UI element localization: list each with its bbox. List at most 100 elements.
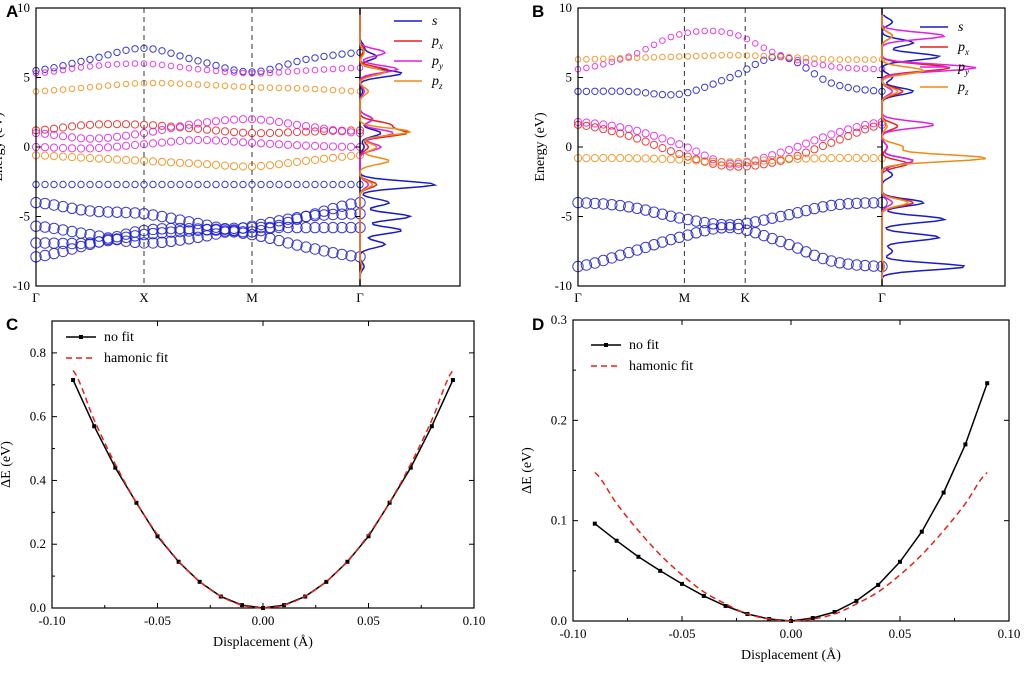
band-point	[853, 65, 861, 72]
band-point	[852, 153, 861, 163]
band-point	[639, 241, 652, 254]
band-point	[210, 221, 222, 233]
band-point	[853, 56, 861, 63]
band-point	[86, 83, 94, 91]
x-tick-label: K	[741, 290, 751, 305]
band-point	[776, 155, 785, 164]
band-point	[86, 180, 94, 189]
band-point	[752, 40, 759, 47]
band-point	[861, 125, 870, 134]
band-point	[57, 245, 69, 258]
band-point	[624, 124, 633, 133]
band-point	[202, 136, 212, 145]
band-point	[692, 147, 701, 156]
data-point	[408, 465, 413, 470]
band-point	[658, 90, 667, 99]
band-point	[319, 127, 329, 136]
band-point	[274, 117, 284, 127]
band-point	[734, 70, 743, 78]
panel-label-a: A	[6, 2, 18, 21]
band-point	[328, 153, 338, 162]
dos-curve-py	[359, 14, 400, 280]
band-point	[768, 155, 777, 165]
band-point	[665, 233, 677, 246]
band-point	[157, 125, 167, 135]
band-point	[283, 128, 293, 137]
band-point	[709, 80, 717, 88]
band-point	[810, 136, 819, 145]
band-point	[808, 202, 821, 215]
band-point	[86, 63, 94, 70]
band-point	[176, 63, 184, 71]
band-point	[255, 230, 267, 243]
band-point	[147, 227, 159, 240]
band-point	[291, 239, 303, 251]
band-point	[309, 243, 321, 255]
band-point	[320, 180, 328, 189]
band-point	[167, 80, 175, 87]
band-point	[67, 122, 77, 131]
band-point	[156, 227, 168, 239]
band-point	[623, 246, 635, 259]
band-point	[735, 32, 742, 39]
band-point	[852, 123, 861, 132]
data-point	[810, 615, 815, 620]
y-tick-label: 0.8	[30, 345, 46, 360]
band-point	[75, 227, 87, 239]
legend-entry: hamonic fit	[629, 359, 693, 374]
band-point	[166, 137, 176, 146]
band-point	[120, 235, 132, 247]
band-point	[835, 135, 844, 144]
band-point	[641, 154, 650, 163]
band-point	[203, 66, 211, 74]
band-point	[819, 55, 827, 63]
band-point	[293, 57, 301, 66]
band-point	[257, 180, 265, 189]
band-point	[256, 139, 266, 148]
band-point	[48, 199, 60, 211]
band-point	[726, 73, 734, 82]
band-point	[193, 119, 203, 128]
band-point	[93, 205, 105, 218]
band-point	[203, 59, 211, 67]
band-point	[86, 55, 94, 64]
band-point	[318, 221, 330, 234]
legend-marker	[79, 335, 83, 339]
band-point	[111, 206, 123, 218]
band-point	[121, 120, 131, 129]
y-tick-label: 0.1	[551, 513, 567, 528]
band-point	[230, 180, 238, 189]
band-point	[650, 54, 658, 61]
legend-entry: s	[958, 20, 964, 35]
band-point	[600, 61, 607, 68]
band-point	[148, 127, 158, 136]
band-point	[230, 66, 238, 74]
band-point	[174, 234, 186, 246]
band-point	[237, 226, 249, 238]
band-point	[336, 200, 348, 212]
band-point	[284, 68, 292, 75]
band-point	[591, 87, 599, 96]
band-point	[749, 216, 761, 228]
band-point	[844, 153, 853, 163]
band-point	[292, 141, 302, 150]
band-point	[329, 180, 337, 189]
band-point	[274, 160, 284, 169]
band-point	[157, 138, 167, 147]
band-point	[220, 136, 230, 146]
band-point	[49, 152, 59, 161]
band-point	[625, 87, 633, 96]
band-point	[835, 127, 844, 136]
band-point	[808, 249, 821, 262]
band-point	[345, 208, 357, 220]
x-tick-label: -0.05	[668, 626, 695, 641]
x-tick-label: -0.05	[144, 613, 171, 628]
band-point	[777, 53, 785, 61]
band-point	[76, 144, 86, 153]
band-point	[103, 120, 113, 129]
band-point	[211, 160, 221, 169]
legend-entry: px	[957, 40, 969, 57]
band-point	[310, 127, 320, 136]
band-point	[184, 159, 194, 168]
dos-curve-s	[881, 14, 966, 280]
